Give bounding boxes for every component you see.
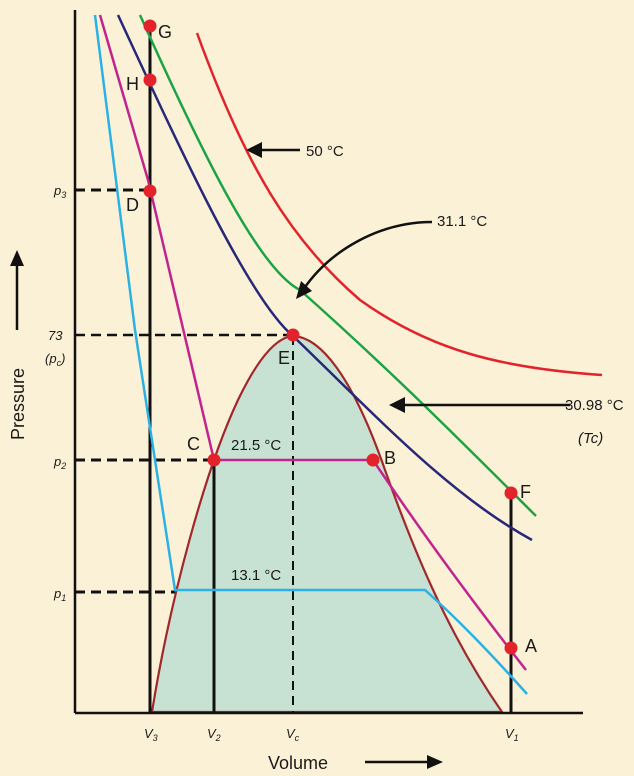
label-g: G xyxy=(158,22,172,42)
label-b: B xyxy=(384,448,396,468)
point-g xyxy=(143,19,157,33)
tick-p1: p1 xyxy=(53,586,66,603)
label-f: F xyxy=(520,482,531,502)
x-axis-arrow xyxy=(365,755,443,769)
label-a: A xyxy=(525,636,537,656)
arrow-31-1c xyxy=(296,220,433,299)
tick-pc: (pc) xyxy=(45,351,65,368)
tick-73: 73 xyxy=(48,328,63,343)
point-d xyxy=(143,184,157,198)
label-21-5c: 21.5 °C xyxy=(231,437,281,454)
label-d: D xyxy=(126,195,139,215)
tick-vc: Vc xyxy=(286,726,300,743)
two-phase-dome xyxy=(150,334,505,714)
isotherm-13-1 xyxy=(93,14,528,695)
label-h: H xyxy=(126,74,139,94)
label-e: E xyxy=(278,348,290,368)
tick-p3: p3 xyxy=(53,183,66,200)
label-c: C xyxy=(187,434,200,454)
point-e xyxy=(286,328,300,342)
tick-v3: V3 xyxy=(144,726,158,743)
label-31-1c: 31.1 °C xyxy=(437,213,487,230)
point-h xyxy=(143,73,157,87)
label-13-1c: 13.1 °C xyxy=(231,567,281,584)
y-axis-title: Pressure xyxy=(8,368,28,440)
label-50c: 50 °C xyxy=(306,143,344,160)
tick-v2: V2 xyxy=(207,726,221,743)
point-b xyxy=(366,453,380,467)
label-tc: (Tc) xyxy=(578,430,603,447)
point-f xyxy=(504,486,518,500)
point-a xyxy=(504,641,518,655)
isotherm-50 xyxy=(195,32,603,377)
arrow-50c xyxy=(246,142,300,158)
arrow-30-98c xyxy=(389,397,570,413)
tick-v1: V1 xyxy=(505,726,519,743)
y-axis-arrow xyxy=(10,250,24,330)
x-axis-title: Volume xyxy=(268,753,328,773)
point-c xyxy=(207,453,221,467)
label-30-98c: 30.98 °C xyxy=(565,397,624,414)
tick-p2: p2 xyxy=(53,454,66,471)
